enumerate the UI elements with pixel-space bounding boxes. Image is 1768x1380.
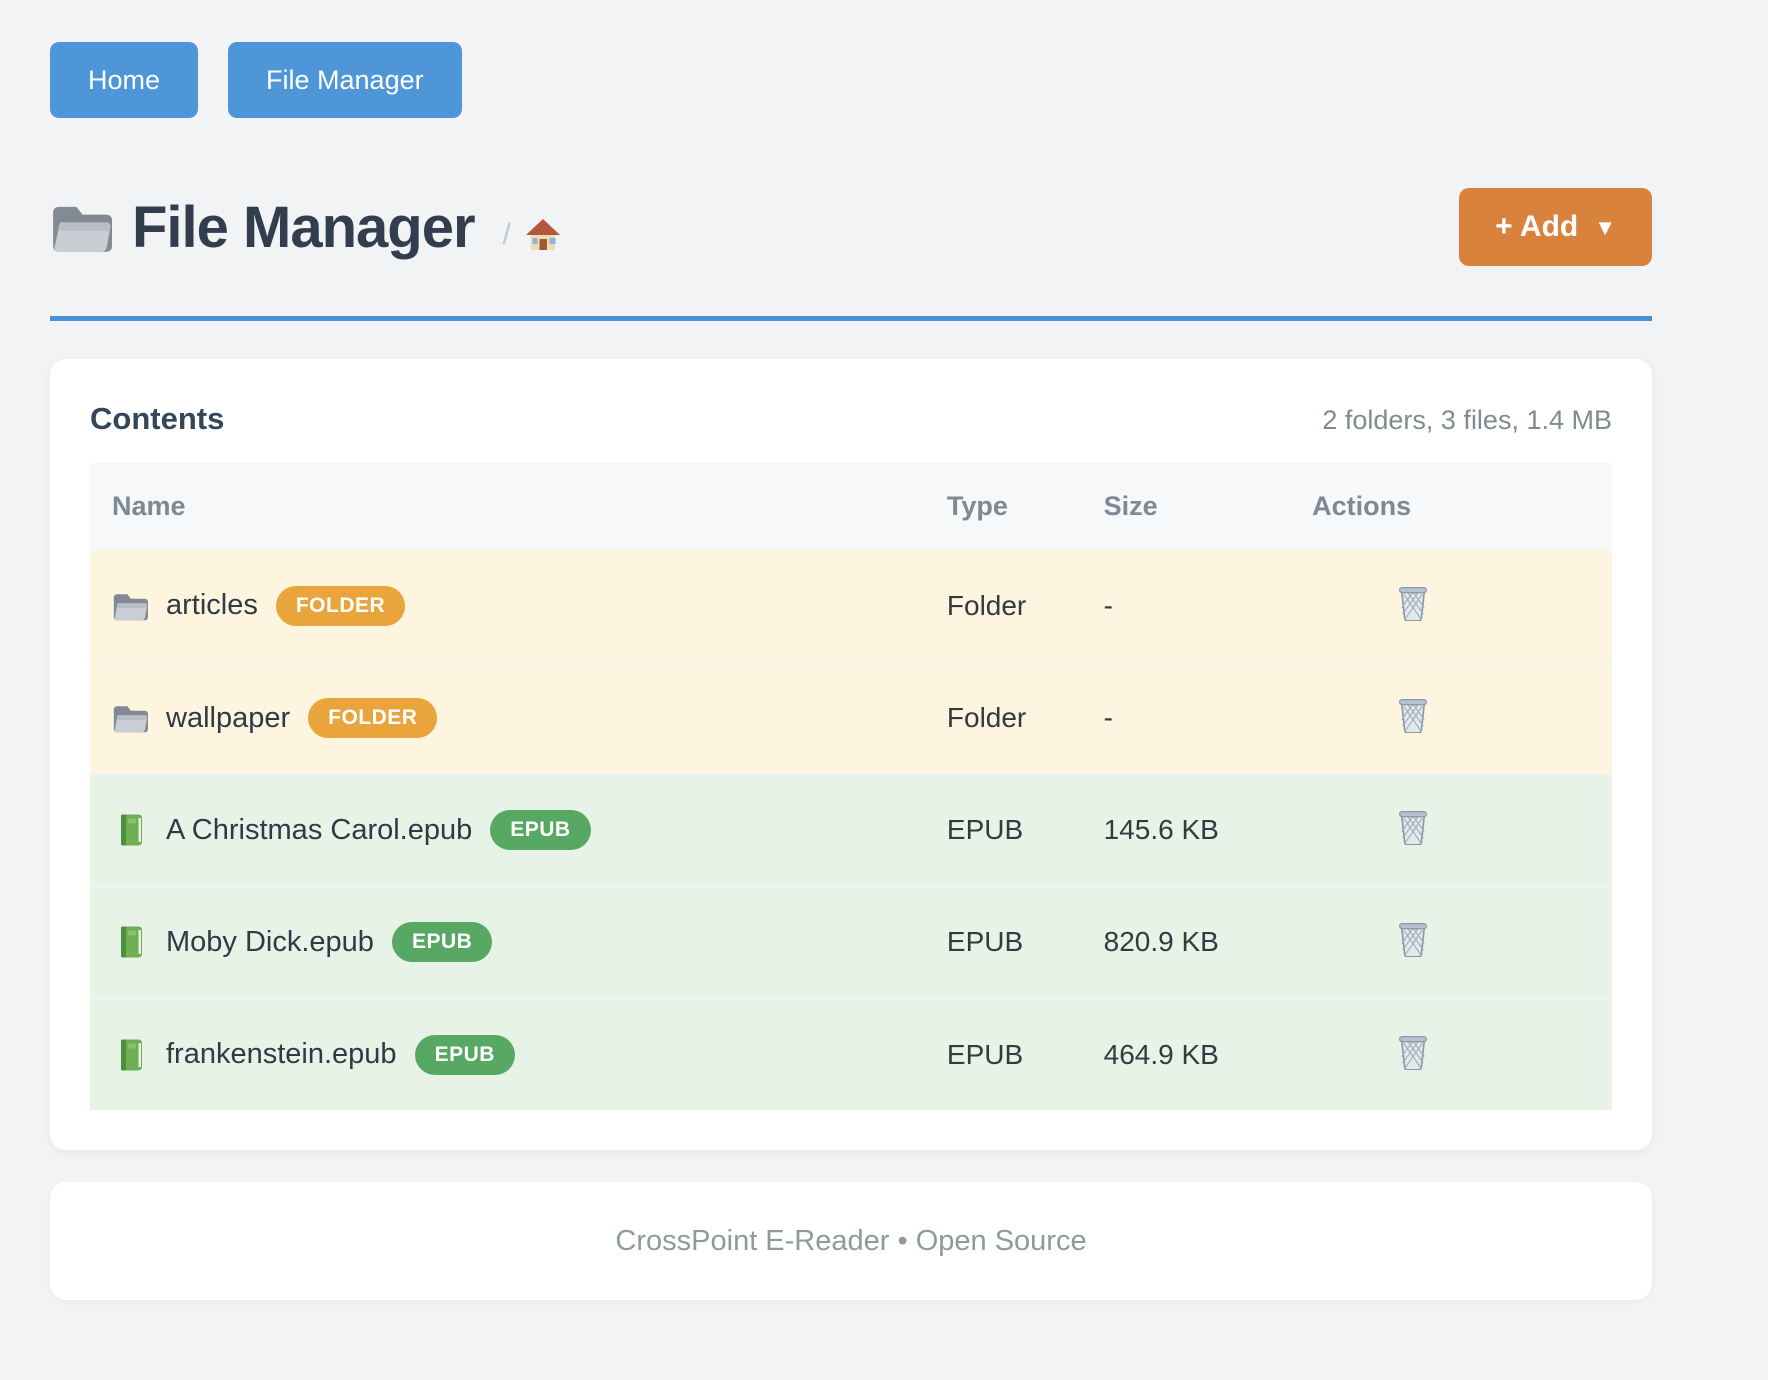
files-table: Name Type Size Actions articles FOLDER: [90, 463, 1612, 1110]
entry-name: frankenstein.epub: [166, 1038, 397, 1070]
contents-title: Contents: [90, 401, 225, 436]
add-button-label: + Add: [1495, 210, 1579, 243]
table-row-moby-dick[interactable]: Moby Dick.epub EPUB EPUB 820.9 KB: [90, 885, 1612, 998]
entry-type: Folder: [946, 589, 1027, 621]
table-row-a-christmas-carol[interactable]: A Christmas Carol.epub EPUB EPUB 145.6 K…: [90, 773, 1612, 886]
entry-size: 145.6 KB: [1103, 773, 1313, 886]
delete-button[interactable]: [1397, 1033, 1429, 1070]
table-header-row: Name Type Size Actions: [90, 463, 1612, 550]
entry-size: -: [1103, 661, 1313, 774]
page: Home File Manager File Manager / + Add ▼…: [50, 42, 1652, 1300]
header-divider: [50, 316, 1652, 321]
folder-icon: [112, 589, 148, 623]
page-header: File Manager / + Add ▼: [50, 188, 1652, 266]
trash-icon: [1397, 808, 1429, 845]
column-header-name: Name: [112, 491, 186, 521]
nav-file-manager-button[interactable]: File Manager: [228, 42, 462, 118]
entry-name: articles: [166, 589, 258, 621]
entry-type: EPUB: [946, 773, 1104, 886]
epub-badge: EPUB: [414, 1034, 515, 1075]
entry-name: Moby Dick.epub: [166, 925, 374, 958]
entry-type: EPUB: [946, 885, 1104, 998]
table-row-articles[interactable]: articles FOLDER Folder -: [90, 550, 1612, 662]
folder-icon: [50, 200, 112, 254]
entry-name: wallpaper: [166, 701, 291, 734]
page-title: File Manager: [132, 194, 476, 260]
entry-size: -: [1103, 589, 1113, 621]
footer: CrossPoint E-Reader • Open Source: [50, 1182, 1652, 1300]
contents-card-header: Contents 2 folders, 3 files, 1.4 MB: [90, 401, 1612, 437]
entry-name: A Christmas Carol.epub: [166, 813, 473, 846]
green-book-icon: [112, 1038, 148, 1072]
trash-icon: [1397, 584, 1429, 621]
folder-badge: FOLDER: [275, 585, 406, 626]
epub-badge: EPUB: [490, 810, 591, 850]
trash-icon: [1397, 1033, 1429, 1070]
house-icon[interactable]: [511, 218, 561, 252]
green-book-icon: [112, 925, 148, 959]
delete-button[interactable]: [1397, 808, 1429, 845]
entry-type: Folder: [946, 661, 1104, 774]
contents-card: Contents 2 folders, 3 files, 1.4 MB Name…: [50, 359, 1652, 1150]
folder-icon: [112, 701, 148, 735]
folder-badge: FOLDER: [308, 698, 438, 738]
entry-type: EPUB: [946, 997, 1104, 1110]
add-button[interactable]: + Add ▼: [1459, 188, 1652, 266]
chevron-down-icon: ▼: [1594, 215, 1616, 240]
entry-size: 820.9 KB: [1103, 885, 1313, 998]
breadcrumb-separator: /: [502, 218, 511, 251]
trash-icon: [1397, 920, 1429, 957]
green-book-icon: [112, 813, 148, 847]
column-header-type: Type: [946, 491, 1008, 521]
breadcrumb: /: [503, 218, 561, 252]
delete-button[interactable]: [1397, 584, 1429, 621]
column-header-actions: Actions: [1312, 491, 1412, 521]
table-row-frankenstein[interactable]: frankenstein.epub EPUB EPUB 464.9 KB: [90, 997, 1612, 1110]
contents-summary: 2 folders, 3 files, 1.4 MB: [1322, 405, 1612, 435]
page-title-group: File Manager /: [50, 194, 561, 261]
nav-home-button[interactable]: Home: [50, 42, 199, 118]
delete-button[interactable]: [1397, 920, 1429, 957]
footer-text: CrossPoint E-Reader • Open Source: [615, 1224, 1087, 1257]
epub-badge: EPUB: [391, 922, 493, 962]
trash-icon: [1397, 696, 1429, 733]
entry-size: 464.9 KB: [1103, 997, 1313, 1110]
table-row-wallpaper[interactable]: wallpaper FOLDER Folder -: [90, 661, 1612, 774]
column-header-size: Size: [1103, 491, 1158, 521]
delete-button[interactable]: [1397, 696, 1429, 733]
breadcrumb-nav: Home File Manager: [50, 42, 1652, 118]
